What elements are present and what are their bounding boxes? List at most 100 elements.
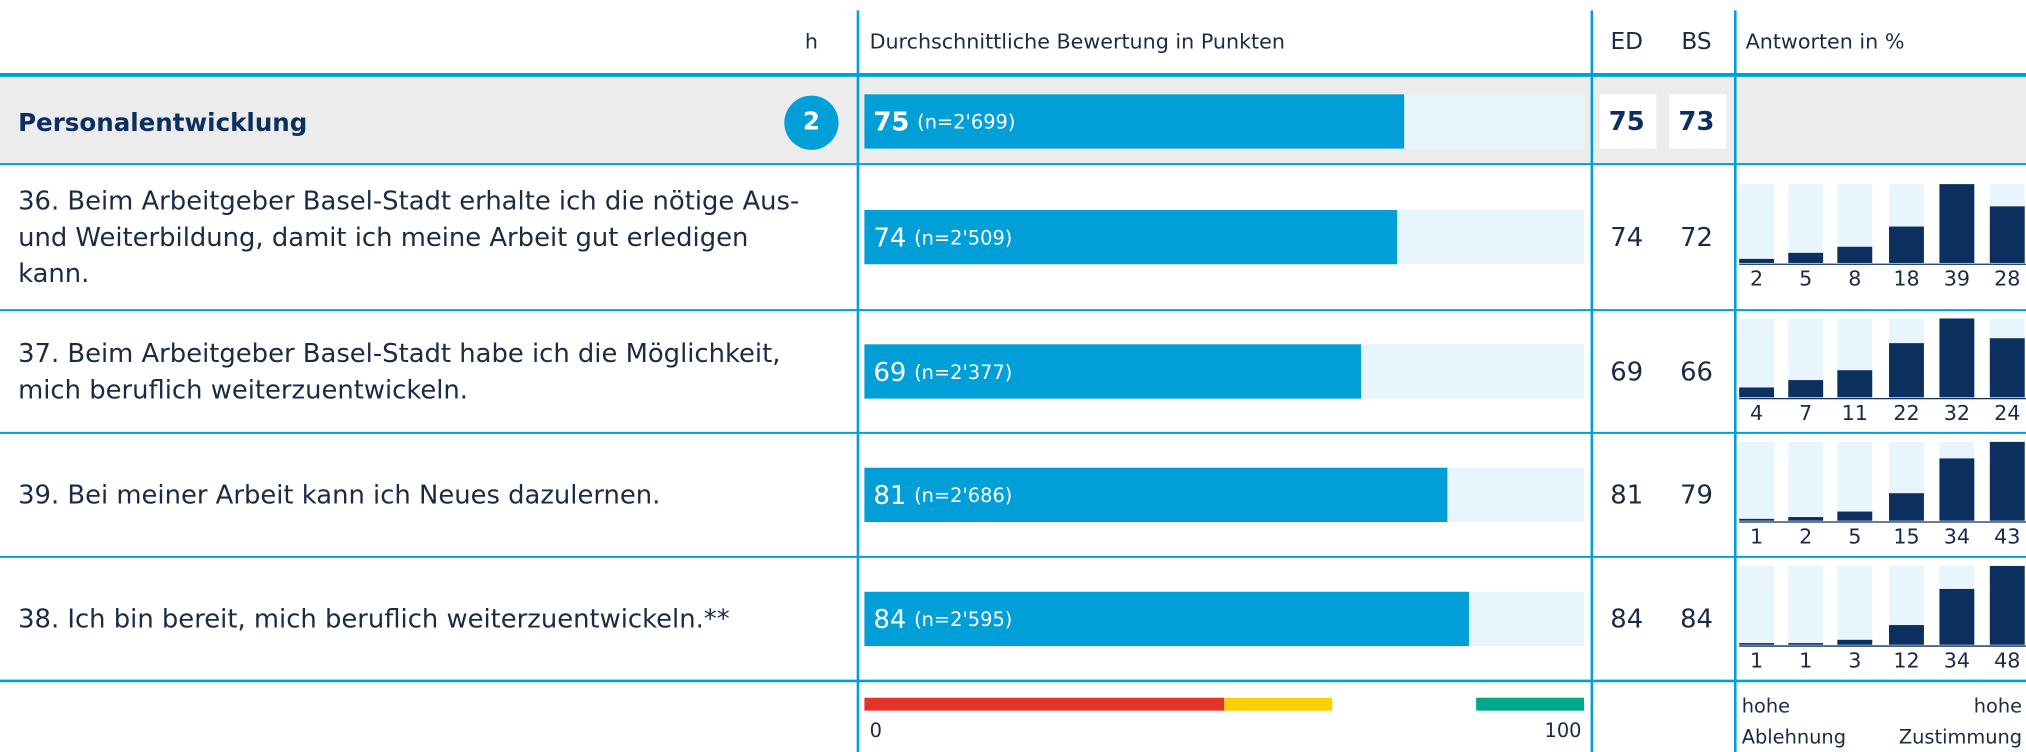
answer-bar — [1939, 318, 1975, 398]
score-value: 74 — [873, 223, 906, 253]
answer-bar — [1739, 258, 1775, 263]
answer-label: 5 — [1799, 267, 1812, 291]
answer-label: 18 — [1893, 267, 1919, 291]
group-title: Personalentwicklung — [18, 108, 307, 137]
legend-left: Ablehnung — [1742, 725, 1846, 748]
row-text: 39. Bei meiner Arbeit kann ich Neues daz… — [18, 481, 660, 511]
answer-bar — [1989, 565, 2025, 645]
answer-label: 28 — [1994, 267, 2020, 291]
row-text: und Weiterbildung, damit ich meine Arbei… — [18, 223, 748, 253]
row-text: kann. — [18, 259, 89, 289]
answer-bar — [1989, 338, 2025, 398]
row-text: mich beruflich weiterzuentwickeln. — [18, 375, 468, 405]
answer-label: 1 — [1750, 525, 1763, 549]
bs-box — [1669, 94, 1727, 149]
row-ed: 69 — [1610, 357, 1643, 387]
answer-bar — [1939, 184, 1975, 263]
header-answers: Antworten in % — [1746, 30, 1905, 54]
badge-label: 2 — [803, 107, 820, 136]
score-value: 69 — [873, 357, 906, 387]
score-n: (n=2'377) — [914, 360, 1012, 383]
scale-segment — [864, 697, 1225, 711]
score-label: 74 (n=2'509) — [873, 223, 1012, 253]
answer-label: 3 — [1848, 649, 1861, 673]
x-tick-label: 100 — [1545, 719, 1582, 742]
answer-label: 11 — [1842, 401, 1868, 425]
row-bs: 84 — [1680, 605, 1713, 635]
answer-bar — [1837, 639, 1873, 645]
badge — [784, 95, 839, 150]
answer-label: 34 — [1944, 525, 1970, 549]
score-bar — [864, 209, 1397, 265]
answer-bar-bg — [1739, 318, 1775, 398]
row-ed: 84 — [1610, 605, 1643, 635]
answer-label: 34 — [1944, 649, 1970, 673]
answer-label: 5 — [1848, 525, 1861, 549]
answer-bar — [1837, 370, 1873, 398]
answer-bar-bg — [1837, 441, 1873, 521]
score-label: 84 (n=2'595) — [873, 605, 1012, 635]
row-ed: 81 — [1610, 481, 1643, 511]
answer-label: 2 — [1799, 525, 1812, 549]
answer-bar-bg — [1788, 441, 1824, 521]
header-score: Durchschnittliche Bewertung in Punkten — [870, 30, 1285, 54]
answer-label: 24 — [1994, 401, 2020, 425]
answer-label: 39 — [1944, 267, 1970, 291]
answer-bar-bg — [1788, 184, 1824, 263]
answer-bar — [1989, 441, 2025, 521]
answer-bar — [1939, 588, 1975, 645]
answer-bar — [1889, 493, 1924, 521]
score-label: 81 (n=2'686) — [873, 481, 1012, 511]
answer-label: 2 — [1750, 267, 1763, 291]
answer-label: 1 — [1750, 649, 1763, 673]
score-bar — [864, 591, 1469, 647]
legend-left: hohe — [1742, 694, 1790, 717]
answer-label: 4 — [1750, 401, 1763, 425]
answer-label: 48 — [1994, 649, 2020, 673]
score-n: (n=2'509) — [914, 226, 1012, 249]
answer-bar — [1788, 380, 1824, 398]
score-label: 75 (n=2'699) — [873, 107, 1015, 137]
ed-box — [1599, 94, 1657, 149]
answer-label: 7 — [1799, 401, 1812, 425]
answer-bar — [1788, 517, 1824, 521]
answer-bar — [1739, 643, 1775, 645]
legend-right: Zustimmung — [1899, 725, 2022, 748]
answer-label: 8 — [1848, 267, 1861, 291]
row-text: 38. Ich bin bereit, mich beruflich weite… — [18, 605, 730, 635]
score-value: 84 — [873, 605, 906, 635]
row-bs: 79 — [1680, 481, 1713, 511]
scale-segment — [1224, 697, 1333, 711]
row-text: 36. Beim Arbeitgeber Basel-Stadt erhalte… — [18, 187, 799, 217]
score-bar — [864, 94, 1405, 149]
answer-bar — [1889, 343, 1924, 398]
answer-bar — [1837, 511, 1873, 521]
answer-label: 15 — [1893, 525, 1919, 549]
answer-bar — [1739, 387, 1775, 398]
answer-label: 22 — [1893, 401, 1919, 425]
answer-label: 43 — [1994, 525, 2020, 549]
answer-bar-bg — [1739, 441, 1775, 521]
x-tick-label: 0 — [870, 719, 882, 742]
header-ed: ED — [1610, 28, 1643, 55]
answer-bar — [1889, 226, 1924, 263]
answer-label: 32 — [1944, 401, 1970, 425]
row-text: 37. Beim Arbeitgeber Basel-Stadt habe ic… — [18, 339, 780, 369]
score-bar — [864, 467, 1448, 523]
scale-segment — [1476, 697, 1585, 711]
score-value: 75 — [873, 107, 909, 137]
row-bs: 66 — [1680, 357, 1713, 387]
answer-bar — [1788, 252, 1824, 263]
group-ed: 75 — [1609, 107, 1645, 137]
answer-label: 1 — [1799, 649, 1812, 673]
answer-bar-bg — [1739, 184, 1775, 263]
score-n: (n=2'699) — [917, 110, 1015, 133]
answer-bar — [1889, 625, 1924, 645]
row-bs: 72 — [1680, 223, 1713, 253]
group-bs: 73 — [1679, 107, 1715, 137]
answer-bar — [1788, 643, 1824, 645]
score-n: (n=2'595) — [914, 608, 1012, 631]
header-bs: BS — [1681, 28, 1711, 55]
answer-bar — [1939, 458, 1975, 521]
